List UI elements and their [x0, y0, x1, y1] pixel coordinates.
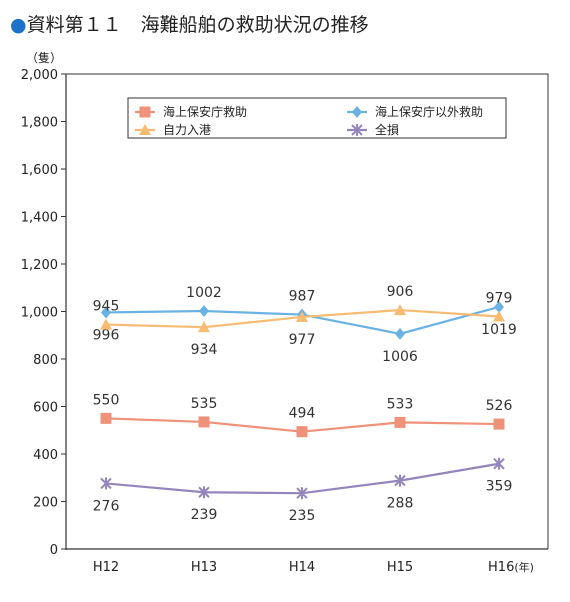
data-label: 945 [93, 299, 120, 315]
series-3-point [296, 310, 308, 322]
chart-title-text: 資料第１１ 海難船舶の救助状況の推移 [26, 14, 369, 36]
x-tick-label: H16(年) [488, 560, 534, 575]
series-4-point [100, 477, 112, 490]
series-2-point [199, 305, 209, 318]
series-2-point [101, 306, 111, 319]
legend-marker [352, 106, 362, 118]
data-label: 359 [486, 479, 513, 495]
plot-frame [66, 73, 549, 549]
y-tick-label: 800 [33, 353, 58, 368]
series-2-point [494, 300, 504, 313]
data-label: 239 [191, 507, 218, 523]
x-axis-unit-label: (年) [514, 560, 534, 574]
series-1-point [493, 418, 505, 430]
data-label: 550 [93, 392, 120, 408]
y-tick-label: 1,800 [21, 116, 58, 131]
data-label: 979 [486, 290, 513, 306]
series-4-point [198, 486, 210, 499]
series-3-point [100, 318, 112, 330]
series-1-point [394, 416, 406, 428]
y-tick-label: 400 [33, 448, 58, 463]
data-label: 535 [191, 396, 218, 412]
legend-box [127, 97, 507, 139]
series-4-point [296, 487, 308, 500]
data-label: 1002 [186, 285, 222, 301]
y-tick-label: 0 [50, 543, 58, 558]
legend-label: 自力入港 [163, 123, 211, 137]
y-tick-label: 1,400 [21, 211, 58, 226]
legend-label: 海上保安庁以外救助 [375, 104, 483, 119]
x-tick-label: H15 [387, 560, 413, 575]
series-3-point [493, 310, 505, 322]
y-tick-label: 1,600 [21, 163, 58, 178]
series-2-point [395, 327, 405, 340]
data-label: 934 [191, 342, 218, 358]
title-bullet-icon: ● [10, 14, 27, 36]
data-label: 276 [93, 498, 120, 514]
chart-title: ●資料第１１ 海難船舶の救助状況の推移 [10, 10, 369, 37]
y-axis-unit-label: （隻） [26, 50, 62, 65]
x-tick-label: H14 [289, 560, 315, 575]
data-label: 996 [93, 327, 120, 343]
y-tick-label: 200 [33, 496, 58, 511]
series-3-point [394, 304, 406, 316]
data-label: 494 [289, 406, 316, 422]
series-4-point [493, 457, 505, 470]
legend-label: 海上保安庁救助 [163, 104, 247, 119]
legend-marker [351, 124, 363, 136]
series-1-point [296, 426, 308, 438]
x-tick-label: H13 [191, 560, 217, 575]
y-tick-label: 1,000 [21, 306, 58, 321]
data-label: 1019 [481, 322, 517, 338]
data-label: 1006 [382, 349, 418, 365]
series-3-point [198, 321, 210, 333]
legend-marker [139, 106, 151, 118]
data-label: 235 [289, 508, 316, 524]
series-1-point [100, 412, 112, 424]
series-4-point [394, 474, 406, 487]
data-label: 906 [387, 284, 414, 300]
data-label: 977 [289, 332, 316, 348]
legend-label: 全損 [375, 122, 399, 137]
x-tick-label: H12 [93, 560, 119, 575]
series-1-point [198, 416, 210, 428]
legend-marker [139, 124, 151, 135]
data-label: 987 [289, 289, 316, 305]
data-label: 288 [387, 496, 414, 512]
data-label: 533 [387, 396, 414, 412]
y-tick-label: 2,000 [21, 68, 58, 83]
y-tick-label: 1,200 [21, 258, 58, 273]
y-tick-label: 600 [33, 401, 58, 416]
data-label: 526 [486, 398, 513, 414]
